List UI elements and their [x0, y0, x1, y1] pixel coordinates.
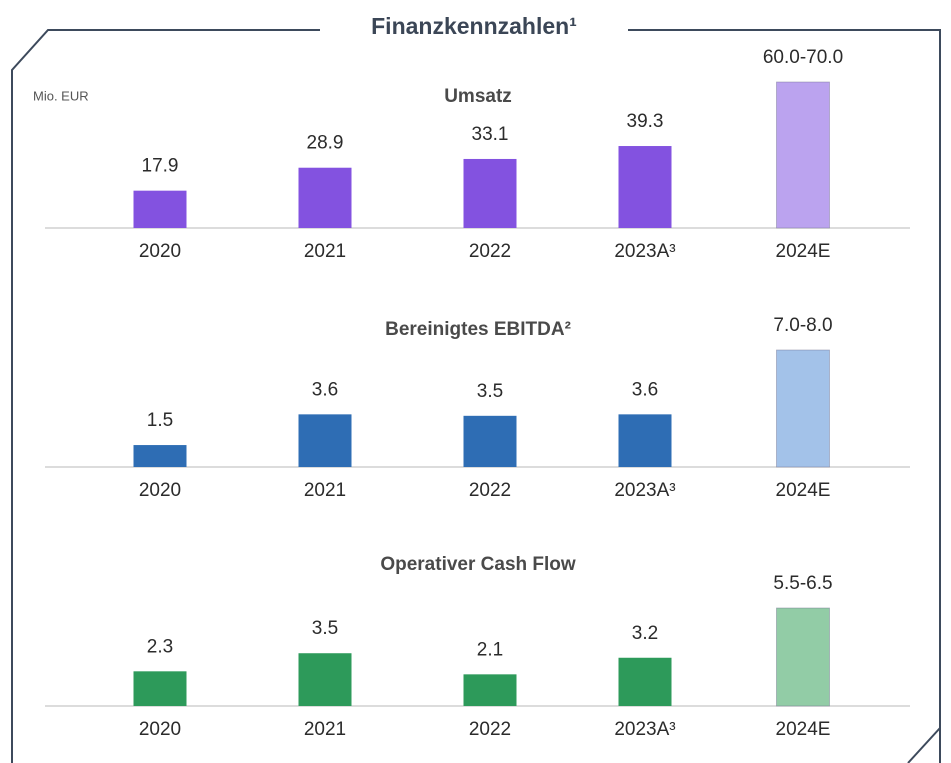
x-tick-label: 2024E: [776, 719, 831, 740]
x-tick-label: 2023A³: [614, 480, 675, 501]
value-label: 33.1: [472, 124, 509, 145]
x-tick-label: 2020: [139, 719, 181, 740]
bar: [298, 414, 352, 467]
bar: [463, 415, 517, 467]
bar: [776, 607, 830, 707]
unit-label: Mio. EUR: [33, 88, 89, 103]
value-label: 3.5: [477, 381, 503, 402]
value-label: 3.5: [312, 618, 338, 639]
value-label: 3.6: [312, 379, 338, 400]
value-label: 2.1: [477, 639, 503, 660]
value-label: 28.9: [307, 133, 344, 154]
x-tick-label: 2021: [304, 480, 346, 501]
value-label: 39.3: [627, 111, 664, 132]
x-tick-label: 2020: [139, 480, 181, 501]
chart-title: Operativer Cash Flow: [380, 554, 576, 575]
x-tick-label: 2023A³: [614, 241, 675, 262]
bar: [133, 671, 187, 706]
frame: [628, 29, 941, 763]
value-label: 1.5: [147, 410, 173, 431]
x-tick-label: 2023A³: [614, 719, 675, 740]
x-tick-label: 2022: [469, 719, 511, 740]
page-title: Finanzkennzahlen¹: [371, 13, 577, 39]
x-tick-label: 2021: [304, 719, 346, 740]
bar: [463, 674, 517, 706]
value-label: 3.2: [632, 623, 658, 644]
frame: [11, 29, 320, 763]
value-label: 60.0-70.0: [763, 47, 843, 68]
x-tick-label: 2020: [139, 241, 181, 262]
bar: [618, 657, 672, 706]
value-label: 7.0-8.0: [773, 315, 832, 336]
x-tick-label: 2024E: [776, 241, 831, 262]
bar: [618, 146, 672, 228]
x-tick-label: 2024E: [776, 480, 831, 501]
frame: [907, 727, 941, 763]
bar: [618, 414, 672, 467]
bar: [133, 445, 187, 467]
bar: [776, 349, 830, 468]
value-label: 3.6: [632, 379, 658, 400]
bar: [133, 190, 187, 228]
chart-title: Bereinigtes EBITDA²: [385, 319, 571, 340]
bar: [776, 81, 830, 229]
bar: [298, 653, 352, 706]
value-label: 5.5-6.5: [773, 573, 832, 594]
x-tick-label: 2021: [304, 241, 346, 262]
chart-title: Umsatz: [444, 86, 512, 107]
x-tick-label: 2022: [469, 480, 511, 501]
value-label: 17.9: [142, 156, 179, 177]
x-tick-label: 2022: [469, 241, 511, 262]
bar: [463, 158, 517, 228]
value-label: 2.3: [147, 636, 173, 657]
bar: [298, 167, 352, 228]
